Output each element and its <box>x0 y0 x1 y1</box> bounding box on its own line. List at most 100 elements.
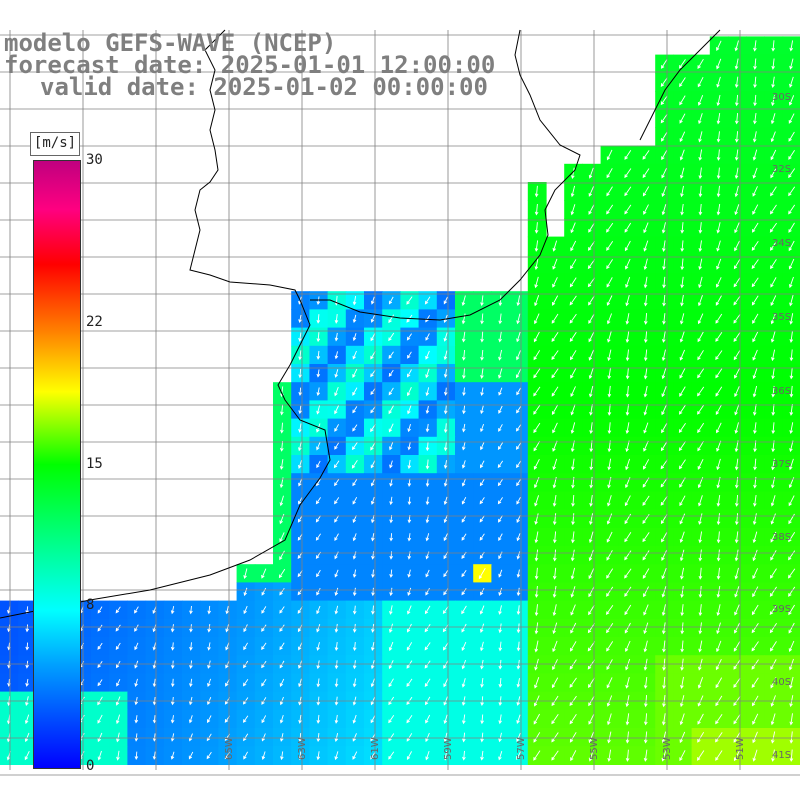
wind-arrow <box>280 404 284 416</box>
wind-arrow <box>334 642 339 652</box>
wind-arrow <box>298 733 302 743</box>
wind-arrow <box>753 113 757 125</box>
wind-arrow <box>716 167 721 180</box>
wind-arrow <box>588 586 595 598</box>
wind-arrow <box>443 569 449 578</box>
wind-arrow <box>170 751 175 760</box>
wind-arrow <box>788 186 796 197</box>
wind-arrow <box>351 442 358 451</box>
wind-arrow <box>316 714 321 724</box>
wind-arrow <box>334 497 340 505</box>
wind-arrow <box>552 495 557 507</box>
latitude-label: 37S <box>772 459 791 470</box>
wind-arrow <box>643 731 648 744</box>
wind-arrow <box>788 458 794 471</box>
wind-arrow <box>734 222 740 234</box>
wind-arrow <box>643 367 648 380</box>
wind-arrow <box>461 533 467 541</box>
wind-arrow <box>661 731 667 744</box>
wind-arrow <box>189 605 193 615</box>
wind-arrow <box>552 295 559 306</box>
wind-arrow <box>715 313 723 324</box>
wind-arrow <box>552 440 558 452</box>
wind-arrow <box>734 422 739 434</box>
wind-arrow <box>587 241 595 251</box>
wind-arrow <box>624 586 632 597</box>
wind-arrow <box>298 441 302 452</box>
wind-arrow <box>407 442 412 451</box>
wind-arrow <box>352 714 357 724</box>
wind-arrow <box>716 185 721 198</box>
wind-arrow <box>660 95 668 106</box>
wind-arrow <box>661 531 668 543</box>
wind-arrow <box>479 515 485 523</box>
wind-arrow <box>407 423 411 433</box>
wind-arrow <box>625 276 631 288</box>
wind-arrow <box>752 367 758 380</box>
wind-arrow <box>334 332 339 342</box>
wind-arrow <box>607 331 612 343</box>
colorbar-tick-label: 30 <box>86 152 103 168</box>
wind-arrow <box>370 678 375 688</box>
wind-arrow <box>606 568 614 579</box>
wind-arrow <box>788 532 796 543</box>
wind-arrow <box>461 515 467 523</box>
wind-arrow <box>606 149 613 161</box>
wind-arrow <box>480 368 484 379</box>
wind-arrow <box>515 442 522 450</box>
wind-arrow <box>662 313 666 325</box>
wind-arrow <box>661 185 667 197</box>
wind-arrow <box>625 294 630 307</box>
wind-arrow <box>678 422 686 433</box>
wind-arrow <box>662 294 666 307</box>
wind-arrow <box>480 331 484 343</box>
wind-arrow <box>316 442 321 451</box>
wind-arrow <box>534 313 540 325</box>
wind-arrow <box>479 478 485 487</box>
wind-arrow <box>733 641 741 652</box>
wind-arrow <box>589 458 594 471</box>
colorbar-unit: [m/s] <box>30 132 80 156</box>
wind-arrow <box>170 715 175 724</box>
wind-arrow <box>551 350 559 361</box>
wind-arrow <box>643 222 649 234</box>
wind-arrow <box>624 622 631 634</box>
wind-arrow <box>406 714 413 724</box>
wind-arrow <box>697 350 704 361</box>
wind-arrow <box>425 569 430 578</box>
wind-arrow <box>624 604 632 616</box>
wind-arrow <box>498 331 502 343</box>
latitude-label: 39S <box>772 604 791 615</box>
wind-arrow <box>752 385 758 398</box>
wind-arrow <box>534 585 539 598</box>
wind-arrow <box>771 367 775 380</box>
wind-arrow <box>315 533 321 541</box>
wind-arrow <box>625 404 630 416</box>
wind-arrow <box>788 495 795 507</box>
wind-arrow <box>570 350 577 361</box>
wind-arrow <box>443 296 448 305</box>
wind-arrow <box>606 531 613 543</box>
wind-arrow <box>152 642 157 651</box>
wind-arrow <box>352 623 357 633</box>
wind-arrow <box>461 295 466 307</box>
wind-arrow <box>753 495 757 507</box>
wind-arrow <box>643 204 649 215</box>
wind-arrow <box>789 749 794 762</box>
wind-arrow <box>370 733 376 742</box>
wind-arrow <box>279 532 285 543</box>
wind-arrow <box>334 533 339 542</box>
wind-arrow <box>406 733 413 742</box>
wind-arrow <box>207 605 211 615</box>
wind-arrow <box>570 586 576 598</box>
latitude-labels: 30S 32S 34S 35S 36S 37S 38S 39S 40S 41S <box>772 92 791 761</box>
valid-date: valid date: 2025-01-02 00:00:00 <box>40 73 488 101</box>
wind-arrow <box>625 731 630 744</box>
wind-arrow <box>752 404 757 416</box>
wind-arrow <box>551 750 559 761</box>
wind-arrow <box>334 314 339 324</box>
wind-arrow <box>152 715 157 724</box>
wind-arrow <box>788 276 794 289</box>
wind-arrow <box>752 531 758 544</box>
wind-arrow <box>370 496 375 505</box>
